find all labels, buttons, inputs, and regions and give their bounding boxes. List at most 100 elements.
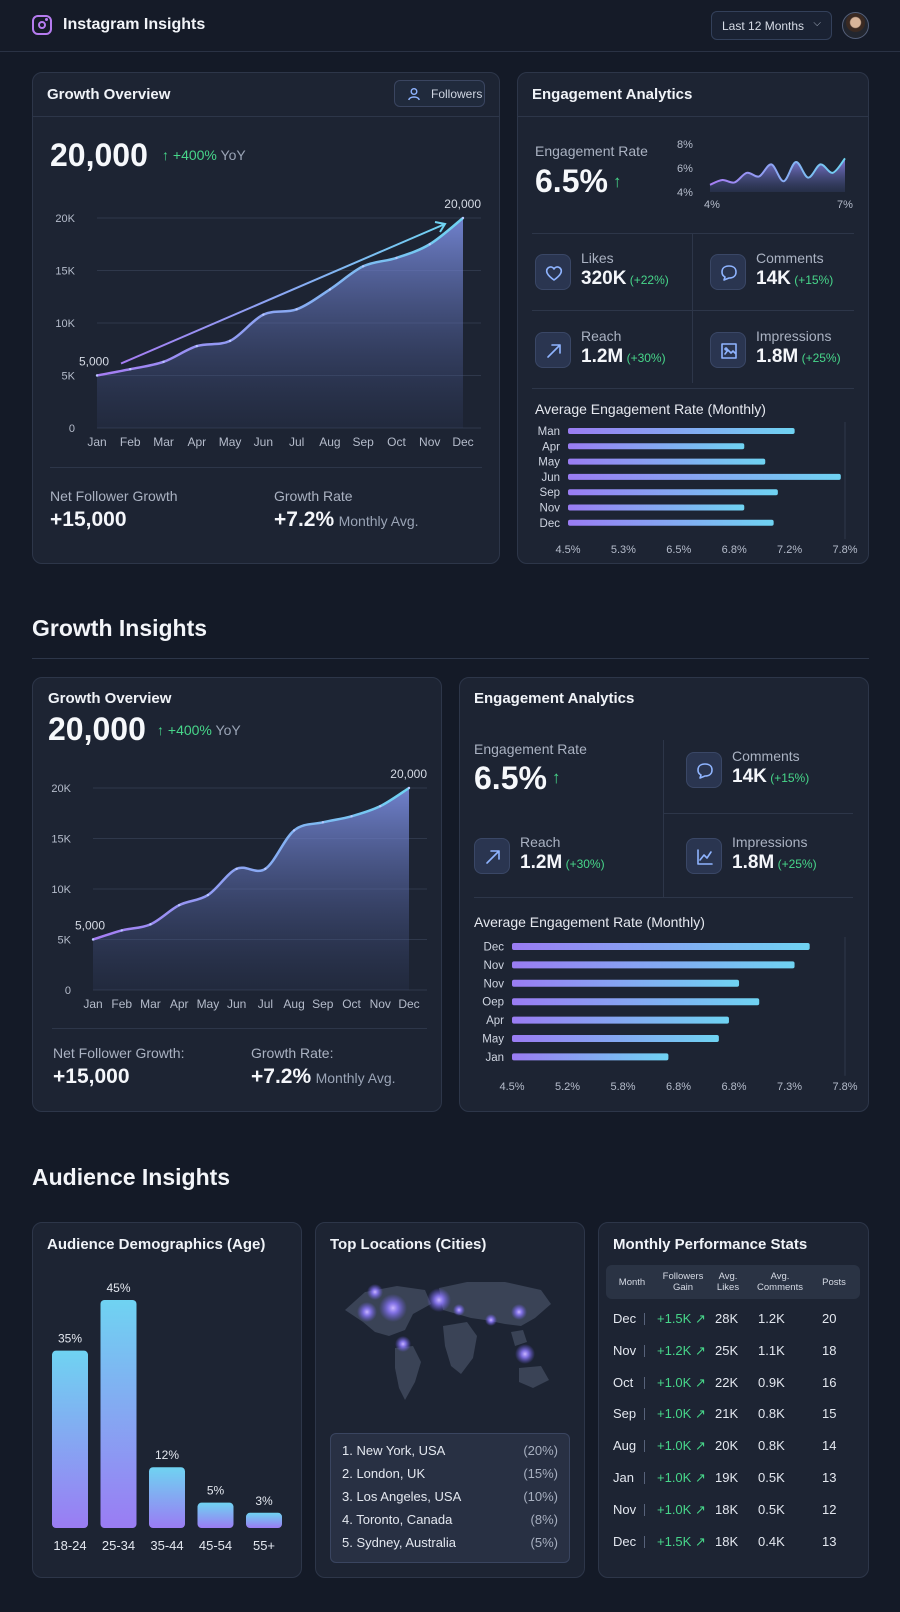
avg-comments-cell: 0.8K: [758, 1438, 785, 1454]
data-point: [264, 867, 267, 870]
yoy-change: ↑ +400% YoY: [162, 147, 246, 163]
avatar[interactable]: [842, 12, 869, 39]
image-icon-box: [710, 332, 746, 368]
growth-area: [97, 218, 463, 428]
row-divider: [644, 1408, 645, 1421]
table-row: Aug +1.0K ↗ 20K 0.8K 14: [606, 1432, 860, 1460]
table-header-cell: Avg. Comments: [757, 1271, 803, 1293]
location-name: 3. Los Angeles, USA: [342, 1489, 462, 1504]
data-point: [149, 923, 152, 926]
user-icon: [408, 88, 420, 101]
y-tick-label: Apr: [542, 441, 560, 453]
stat-value: 1.8M (+25%): [732, 852, 817, 874]
growth-rate-suffix: Monthly Avg.: [315, 1070, 396, 1086]
net-growth-label: Net Follower Growth:: [53, 1045, 185, 1061]
line-chart-icon: [697, 849, 713, 865]
x-tick-label: 7%: [837, 199, 853, 211]
bar: [512, 961, 795, 969]
performance-table-header: [606, 1265, 860, 1299]
growth-area: [93, 788, 409, 990]
location-marker: [485, 1314, 497, 1326]
row-divider: [644, 1440, 645, 1453]
y-tick-label: Jan: [485, 1052, 504, 1064]
data-point: [321, 821, 325, 824]
y-tick-label: Jun: [541, 472, 560, 484]
growth-rate-value: +7.2%: [274, 508, 335, 531]
date-range-dropdown[interactable]: Last 12 Months ⌵: [711, 11, 832, 40]
y-tick-label: Nov: [540, 503, 561, 515]
location-marker: [357, 1302, 377, 1322]
x-tick-label: 45-54: [199, 1538, 232, 1553]
instagram-logo-icon: [32, 15, 52, 35]
y-tick-label: 15K: [55, 266, 75, 278]
bar: [512, 998, 760, 1006]
stat-change: (+30%): [623, 351, 666, 365]
arrow-up-right-icon-box: [535, 332, 571, 368]
location-percent: (5%): [530, 1535, 558, 1550]
arrow-up-right-icon: [486, 850, 500, 864]
x-tick-label: 7.2%: [777, 544, 802, 555]
arrow-up-right-icon-box: [474, 838, 510, 874]
yoy-change: ↑ +400% YoY: [157, 722, 241, 738]
y-tick-label: 0: [69, 423, 75, 435]
data-point: [461, 216, 465, 220]
location-name: 4. Toronto, Canada: [342, 1512, 453, 1527]
y-tick-label: Dec: [484, 942, 505, 954]
location-marker: [395, 1336, 411, 1352]
x-tick-label: Feb: [111, 997, 132, 1011]
stat-number: 14K: [756, 268, 791, 289]
stat-number: 1.8M: [732, 852, 775, 873]
card-title: Top Locations (Cities): [330, 1236, 487, 1253]
data-point: [428, 243, 431, 246]
y-tick-label: 6%: [677, 163, 693, 175]
data-point: [235, 867, 238, 870]
data-point: [328, 288, 332, 291]
growth-rate-value: +7.2%: [251, 1065, 312, 1088]
heart-icon-box: [535, 254, 571, 290]
growth-line: [92, 786, 410, 941]
data-point: [361, 265, 365, 268]
net-growth-value: +15,000: [50, 508, 127, 531]
bar: [512, 1053, 669, 1061]
posts-cell: 13: [822, 1470, 837, 1485]
start-value-label: 5,000: [79, 355, 109, 369]
followers-gain-cell: +1.0K ↗: [657, 1501, 706, 1517]
growth-rate: +7.2% Monthly Avg.: [274, 508, 419, 532]
data-point: [407, 786, 411, 790]
followers-button[interactable]: Followers: [394, 80, 485, 107]
bar-value-label: 35%: [58, 1332, 82, 1346]
row-divider: [644, 1313, 645, 1325]
bar-value-label: 45%: [106, 1281, 130, 1295]
section-title-audience: Audience Insights: [32, 1164, 231, 1190]
posts-cell: 15: [822, 1406, 837, 1422]
x-tick-label: Sep: [353, 435, 375, 449]
engagement-bar-chart-2: 4.5% 5.2% 5.8% 6.8% 6.8% 7.3% 7.8% Dec Nov Nov Oep…: [482, 937, 858, 1093]
card-title: Engagement Analytics: [532, 86, 693, 103]
x-tick-label: 6.8%: [666, 1081, 691, 1093]
avg-likes-cell: 20K: [715, 1438, 739, 1454]
y-tick-label: Nov: [484, 978, 505, 990]
posts-cell: 12: [822, 1501, 837, 1517]
data-point: [177, 903, 181, 907]
x-tick-label: Jan: [83, 997, 102, 1011]
net-growth-label: Net Follower Growth: [50, 488, 178, 504]
data-point: [206, 893, 210, 897]
followers-gain-cell: +1.0K ↗: [657, 1374, 706, 1390]
y-tick-label: May: [482, 1034, 504, 1046]
y-tick-label: 20K: [55, 213, 75, 225]
stat-change: (+15%): [790, 273, 834, 287]
x-tick-label: Jun: [227, 997, 246, 1011]
growth-line: [96, 217, 464, 377]
data-point: [228, 339, 232, 343]
location-marker: [367, 1284, 383, 1300]
data-point: [379, 804, 382, 808]
stat-value: 1.8M (+25%): [756, 346, 841, 368]
stat-number: 1.8M: [756, 346, 799, 367]
x-tick-label: Nov: [370, 997, 391, 1011]
posts-cell: 20: [822, 1311, 837, 1326]
location-marker: [453, 1304, 465, 1316]
app-title: Instagram Insights: [63, 16, 206, 33]
x-tick-label: 55+: [253, 1538, 275, 1553]
location-name: 5. Sydney, Australia: [342, 1535, 456, 1550]
y-tick-label: 10K: [51, 884, 71, 896]
